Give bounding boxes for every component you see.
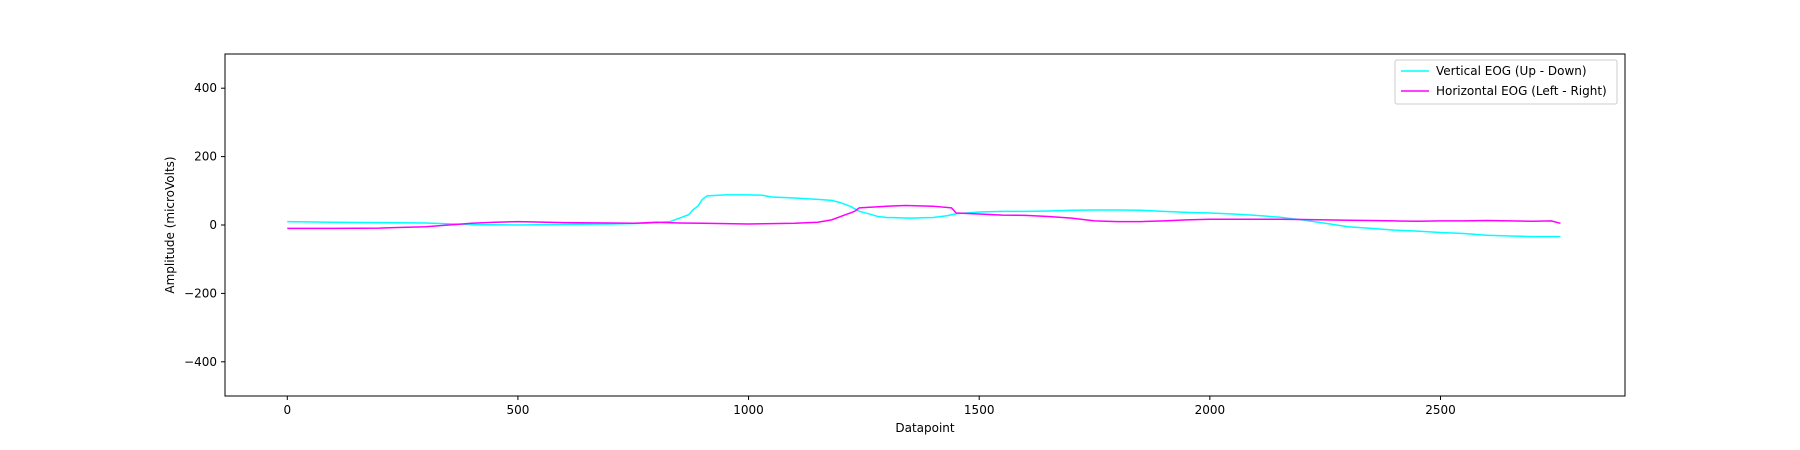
x-tick-label: 0 — [283, 403, 291, 417]
series-line-vertical-eog — [287, 194, 1561, 238]
axis-ticks: 0 500 1000 1500 2000 2500 −400 −200 0 200 400 — [184, 81, 1456, 417]
y-tick-label: 0 — [209, 218, 217, 232]
plot-frame — [224, 53, 1626, 397]
y-tick-label: −200 — [184, 286, 217, 300]
x-tick-label: 500 — [506, 403, 529, 417]
legend-label-horizontal-eog: Horizontal EOG (Left - Right) — [1436, 84, 1607, 98]
plot-area — [225, 54, 1625, 396]
y-tick-label: −400 — [184, 355, 217, 369]
x-tick-label: 2000 — [1195, 403, 1226, 417]
y-tick-label: 200 — [194, 150, 217, 164]
x-tick-label: 1500 — [964, 403, 995, 417]
y-tick-label: 400 — [194, 81, 217, 95]
legend: Vertical EOG (Up - Down) Horizontal EOG … — [1394, 59, 1618, 105]
legend-box — [1394, 59, 1618, 105]
x-tick-label: 1000 — [733, 403, 764, 417]
x-tick-label: 2500 — [1425, 403, 1456, 417]
x-axis-label: Datapoint — [895, 421, 955, 435]
series-line-horizontal-eog — [287, 204, 1561, 230]
y-axis-label: Amplitude (microVolts) — [163, 156, 177, 293]
series-lines — [287, 194, 1561, 238]
legend-label-vertical-eog: Vertical EOG (Up - Down) — [1436, 64, 1587, 78]
